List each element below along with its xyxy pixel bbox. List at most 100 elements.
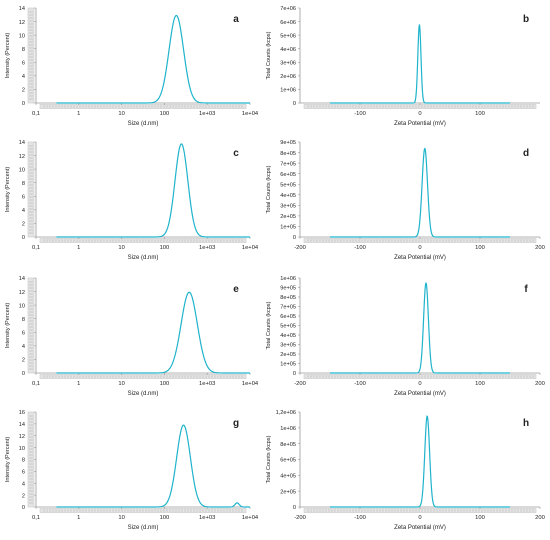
x-tick-label: 0,1 — [32, 515, 40, 521]
x-tick-label: 10 — [118, 245, 124, 251]
y-tick-label: 3e+05 — [280, 343, 296, 349]
x-tick-label: 0 — [418, 245, 421, 251]
x-tick-label: 100 — [160, 515, 170, 521]
panel-label: g — [233, 418, 239, 429]
x-tick-label: 200 — [535, 515, 545, 521]
y-tick-label: 0 — [22, 101, 25, 107]
x-tick-label: 1 — [77, 245, 80, 251]
x-tick-label: -100 — [354, 381, 366, 387]
x-axis-label: Size (d.nm) — [128, 525, 159, 531]
y-tick-label: 8 — [22, 181, 25, 187]
y-tick-label: 14 — [19, 276, 25, 282]
y-tick-label: 6e+05 — [280, 458, 296, 464]
x-tick-label: 1e+03 — [199, 381, 215, 387]
y-tick-label: 4e+05 — [280, 193, 296, 199]
y-tick-label: 6e+05 — [280, 314, 296, 320]
x-tick-label: 1e+04 — [242, 245, 259, 251]
y-tick-label: 8e+05 — [280, 295, 296, 301]
y-tick-label: 3e+05 — [280, 204, 296, 210]
y-tick-label: 2e+05 — [280, 214, 296, 220]
x-tick-label: -200 — [294, 515, 306, 521]
chart-panel-a: 0 2 4 6 8 10 12 14 0,1 1 10 100 1e+03 1e+04 Size (d.nm… — [5, 6, 259, 127]
x-tick-label: -100 — [354, 111, 366, 117]
y-tick-label: 10 — [19, 303, 25, 309]
y-tick-label: 12 — [19, 290, 25, 296]
series-line — [56, 14, 250, 104]
horizontal-scrollbar — [303, 374, 537, 379]
y-tick-label: 0 — [22, 235, 25, 241]
vertical-scrollbar — [27, 411, 35, 508]
x-tick-label: 1e+03 — [199, 245, 215, 251]
x-tick-label: 10 — [118, 381, 124, 387]
y-tick-label: 7e+06 — [280, 6, 296, 12]
y-axis-label: Total Counts (kcps) — [266, 435, 272, 483]
vertical-scrollbar — [27, 141, 35, 238]
x-tick-label: 100 — [160, 111, 170, 117]
y-tick-label: 0 — [22, 371, 25, 377]
y-tick-label: 0 — [22, 505, 25, 511]
panel-label: d — [523, 148, 529, 159]
y-tick-label: 4 — [22, 74, 25, 80]
x-tick-label: -200 — [294, 381, 306, 387]
x-tick-label: 10 — [118, 515, 124, 521]
x-tick-label: 1 — [77, 515, 80, 521]
panel-label: f — [524, 284, 528, 295]
y-tick-label: 2e+06 — [280, 74, 296, 80]
x-tick-label: 200 — [535, 381, 545, 387]
y-tick-label: 6 — [22, 60, 25, 66]
y-tick-label: 9e+05 — [280, 286, 296, 292]
y-tick-label: 12 — [19, 434, 25, 440]
y-tick-label: 2 — [22, 222, 25, 228]
y-tick-label: 0 — [293, 371, 296, 377]
x-tick-label: 1 — [77, 111, 80, 117]
y-tick-label: 6e+05 — [280, 172, 296, 178]
y-tick-label: 2 — [22, 88, 25, 94]
chart-panel-f: 0 1e+05 2e+05 3e+05 4e+05 5e+05 6e+05 7e+05 8e+0… — [266, 276, 545, 397]
chart-panel-h: 0 2e+05 4e+05 6e+05 8e+05 1e+06 1,2e+06 -200 -10… — [266, 410, 545, 531]
x-tick-label: 0,1 — [32, 381, 40, 387]
y-tick-label: 10 — [19, 33, 25, 39]
y-tick-label: 4 — [22, 344, 25, 350]
y-tick-label: 14 — [19, 6, 25, 12]
y-tick-label: 2 — [22, 493, 25, 499]
panel-label: e — [233, 284, 239, 295]
vertical-scrollbar — [27, 277, 35, 374]
y-axis-label: Total Counts (kcps) — [266, 301, 272, 349]
y-tick-label: 1e+06 — [280, 88, 296, 94]
x-tick-label: 0 — [418, 515, 421, 521]
y-tick-label: 10 — [19, 167, 25, 173]
y-axis-label: Total Counts (kcps) — [266, 165, 272, 213]
y-tick-label: 0 — [293, 235, 296, 241]
y-axis-label: Intensity (Percent) — [5, 33, 11, 79]
chart-panel-b: 0 1e+06 2e+06 3e+06 4e+06 5e+06 6e+06 7e+06 -100… — [266, 6, 540, 127]
panel-label: c — [233, 148, 239, 159]
x-tick-label: 1e+03 — [199, 515, 215, 521]
x-tick-label: 1 — [77, 381, 80, 387]
series-line — [330, 147, 510, 238]
y-tick-label: 4e+05 — [280, 474, 296, 480]
y-tick-label: 8 — [22, 458, 25, 464]
x-tick-label: 100 — [160, 381, 170, 387]
series-line — [56, 143, 250, 238]
x-axis-label: Zeta Potential (mV) — [394, 525, 446, 531]
x-tick-label: 100 — [475, 111, 485, 117]
series-line — [330, 24, 510, 104]
panel-label: a — [233, 14, 239, 25]
x-tick-label: 10 — [118, 111, 124, 117]
y-tick-label: 16 — [19, 410, 25, 416]
x-axis-label: Zeta Potential (mV) — [394, 121, 446, 127]
y-tick-label: 12 — [19, 20, 25, 26]
x-tick-label: -200 — [294, 245, 306, 251]
x-tick-label: -100 — [354, 515, 366, 521]
y-tick-label: 1,2e+06 — [276, 410, 296, 416]
panel-label: h — [523, 418, 529, 429]
y-tick-label: 6 — [22, 470, 25, 476]
y-tick-label: 5e+05 — [280, 182, 296, 188]
y-tick-label: 6e+06 — [280, 20, 296, 26]
chart-panel-e: 0 2 4 6 8 10 12 14 0,1 1 10 100 1e+03 1e+04 Size (d.nm… — [5, 276, 259, 397]
chart-panel-g: 0 2 4 6 8 10 12 14 16 0,1 1 10 100 1e+03 1e+04 Size (d.… — [5, 410, 259, 531]
y-axis-label: Intensity (Percent) — [5, 303, 11, 349]
x-tick-label: 1e+03 — [199, 111, 215, 117]
series-line — [56, 424, 250, 508]
